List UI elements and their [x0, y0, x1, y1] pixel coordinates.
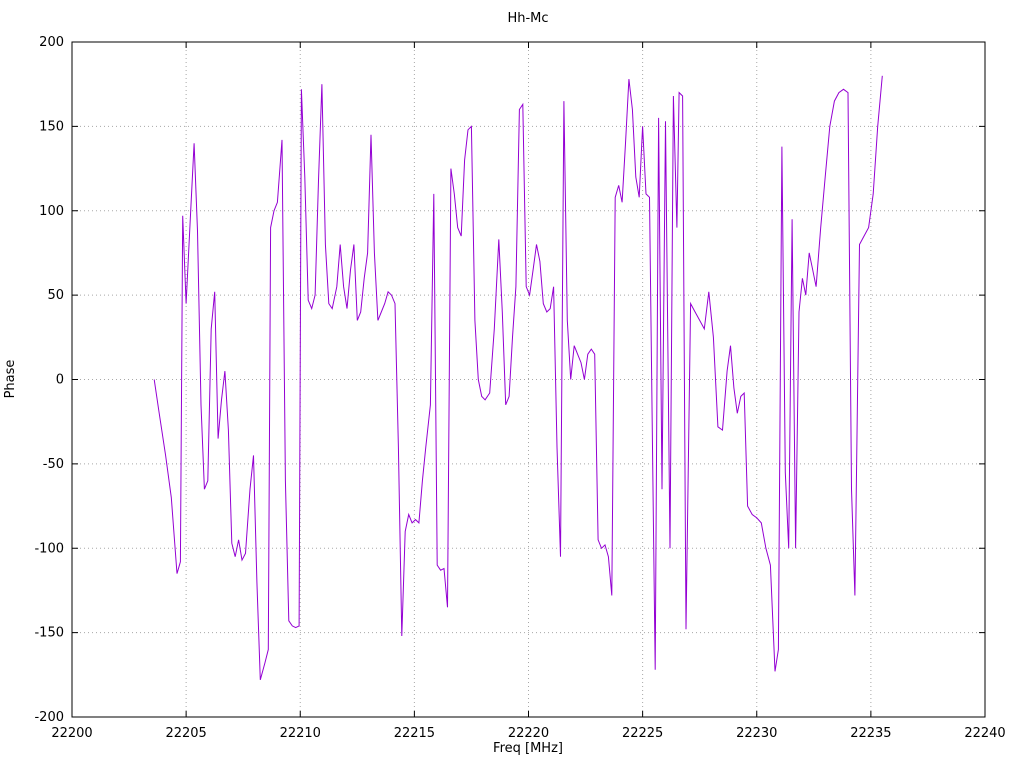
y-tick-label: 100: [39, 204, 64, 219]
y-tick-label: 0: [56, 373, 64, 388]
x-tick-label: 22205: [165, 726, 206, 741]
x-tick-label: 22200: [51, 726, 92, 741]
y-tick-label: 150: [39, 119, 64, 134]
x-tick-label: 22240: [964, 726, 1005, 741]
x-tick-label: 22235: [850, 726, 891, 741]
x-tick-label: 22215: [394, 726, 435, 741]
y-tick-label: 200: [39, 35, 64, 50]
x-tick-label: 22225: [622, 726, 663, 741]
chart-title: Hh-Mc: [507, 11, 548, 26]
y-tick-label: 50: [47, 288, 64, 303]
axes-layer: 22200 22205 22210 22215 22220 22225 22230 22235…: [34, 35, 1005, 741]
y-axis-label: Phase: [3, 360, 18, 399]
x-tick-label: 22230: [736, 726, 777, 741]
x-tick-label: 22220: [508, 726, 549, 741]
series-layer: [153, 75, 883, 681]
y-tick-label: -50: [43, 457, 64, 472]
y-tick-label: -200: [34, 710, 64, 725]
x-axis-label: Freq [MHz]: [493, 741, 563, 756]
y-tick-label: -150: [34, 626, 64, 641]
y-tick-label: -100: [34, 541, 64, 556]
x-tick-label: 22210: [280, 726, 321, 741]
series-line: [153, 75, 883, 681]
